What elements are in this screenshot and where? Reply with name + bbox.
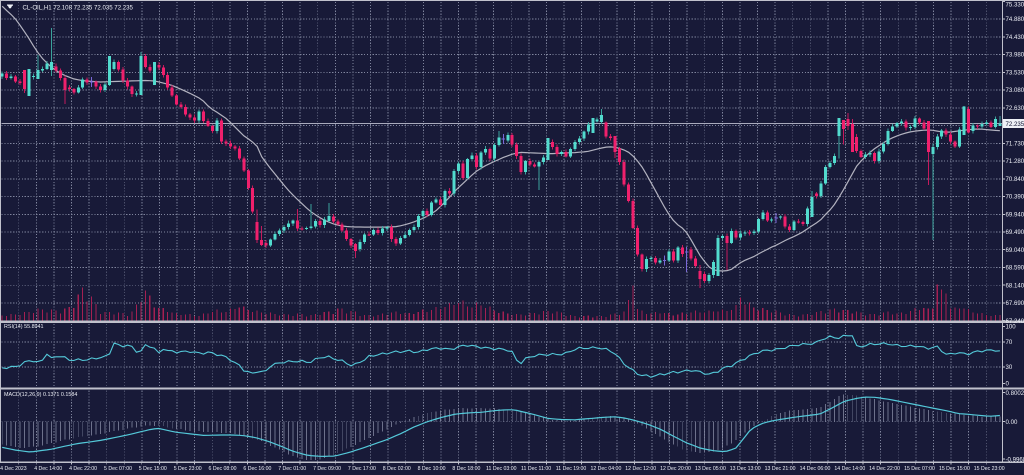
- svg-text:4 Dec 14:00: 4 Dec 14:00: [34, 466, 62, 472]
- svg-text:13 Dec 13:00: 13 Dec 13:00: [730, 466, 761, 472]
- svg-text:5 Dec 07:00: 5 Dec 07:00: [104, 466, 132, 472]
- svg-text:67.240: 67.240: [1006, 318, 1024, 325]
- svg-text:6 Dec 08:00: 6 Dec 08:00: [209, 466, 237, 472]
- svg-text:68.590: 68.590: [1006, 265, 1024, 272]
- svg-text:11 Dec 03:00: 11 Dec 03:00: [486, 466, 517, 472]
- svg-text:73.980: 73.980: [1006, 52, 1024, 59]
- svg-text:4 Dec 22:00: 4 Dec 22:00: [69, 466, 97, 472]
- svg-text:5 Dec 23:00: 5 Dec 23:00: [174, 466, 202, 472]
- svg-text:5 Dec 15:00: 5 Dec 15:00: [139, 466, 167, 472]
- svg-text:6 Dec 16:00: 6 Dec 16:00: [243, 466, 271, 472]
- svg-text:68.140: 68.140: [1006, 282, 1024, 289]
- svg-text:100: 100: [1006, 324, 1017, 331]
- svg-text:RSI(14) 55.8941: RSI(14) 55.8941: [4, 324, 44, 330]
- svg-text:69.940: 69.940: [1006, 211, 1024, 218]
- svg-text:75.330: 75.330: [1006, 2, 1024, 9]
- svg-text:73.530: 73.530: [1006, 69, 1024, 76]
- svg-text:70.390: 70.390: [1006, 194, 1024, 201]
- svg-text:71.730: 71.730: [1006, 140, 1024, 147]
- svg-text:8 Dec 10:00: 8 Dec 10:00: [418, 466, 446, 472]
- svg-text:15 Dec 15:00: 15 Dec 15:00: [939, 466, 970, 472]
- svg-text:13 Dec 05:00: 13 Dec 05:00: [695, 466, 726, 472]
- svg-text:14 Dec 14:00: 14 Dec 14:00: [834, 466, 865, 472]
- svg-text:70.840: 70.840: [1006, 176, 1024, 183]
- svg-text:69.490: 69.490: [1006, 229, 1024, 236]
- svg-text:69.040: 69.040: [1006, 247, 1024, 254]
- svg-text:11 Dec 19:00: 11 Dec 19:00: [556, 466, 587, 472]
- svg-text:73.080: 73.080: [1006, 87, 1024, 94]
- svg-text:15 Dec 23:00: 15 Dec 23:00: [974, 466, 1005, 472]
- svg-text:MACD(12,26,9) 0.1371 0.1584: MACD(12,26,9) 0.1371 0.1584: [4, 392, 77, 398]
- svg-text:15 Dec 07:00: 15 Dec 07:00: [904, 466, 935, 472]
- svg-text:13 Dec 21:00: 13 Dec 21:00: [765, 466, 796, 472]
- svg-text:-0.9968: -0.9968: [1006, 456, 1024, 463]
- svg-text:12 Dec 12:00: 12 Dec 12:00: [625, 466, 656, 472]
- svg-text:12 Dec 04:00: 12 Dec 04:00: [590, 466, 621, 472]
- svg-text:12 Dec 20:00: 12 Dec 20:00: [660, 466, 691, 472]
- svg-text:4 Dec 2023: 4 Dec 2023: [0, 466, 27, 472]
- svg-text:71.280: 71.280: [1006, 158, 1024, 165]
- svg-text:8 Dec 18:00: 8 Dec 18:00: [452, 466, 480, 472]
- svg-text:67.690: 67.690: [1006, 300, 1024, 307]
- svg-text:74.880: 74.880: [1006, 16, 1024, 23]
- svg-text:14 Dec 06:00: 14 Dec 06:00: [800, 466, 831, 472]
- svg-text:11 Dec 11:00: 11 Dec 11:00: [521, 466, 551, 472]
- svg-text:72.235: 72.235: [1006, 121, 1024, 128]
- svg-text:7 Dec 01:00: 7 Dec 01:00: [278, 466, 306, 472]
- svg-text:30: 30: [1006, 364, 1013, 371]
- svg-text:72.630: 72.630: [1006, 105, 1024, 112]
- svg-text:14 Dec 22:00: 14 Dec 22:00: [869, 466, 900, 472]
- svg-text:0: 0: [1006, 381, 1010, 388]
- svg-text:0.00: 0.00: [1006, 419, 1018, 426]
- svg-text:7 Dec 09:00: 7 Dec 09:00: [313, 466, 341, 472]
- svg-text:74.430: 74.430: [1006, 34, 1024, 41]
- svg-text:70: 70: [1006, 339, 1013, 346]
- svg-text:7 Dec 17:00: 7 Dec 17:00: [348, 466, 376, 472]
- svg-text:8 Dec 02:00: 8 Dec 02:00: [383, 466, 411, 472]
- svg-text:CL-OIL,H1 72.108 72.235 72.035: CL-OIL,H1 72.108 72.235 72.035 72.235: [23, 5, 134, 12]
- svg-text:0.8002: 0.8002: [1006, 390, 1024, 397]
